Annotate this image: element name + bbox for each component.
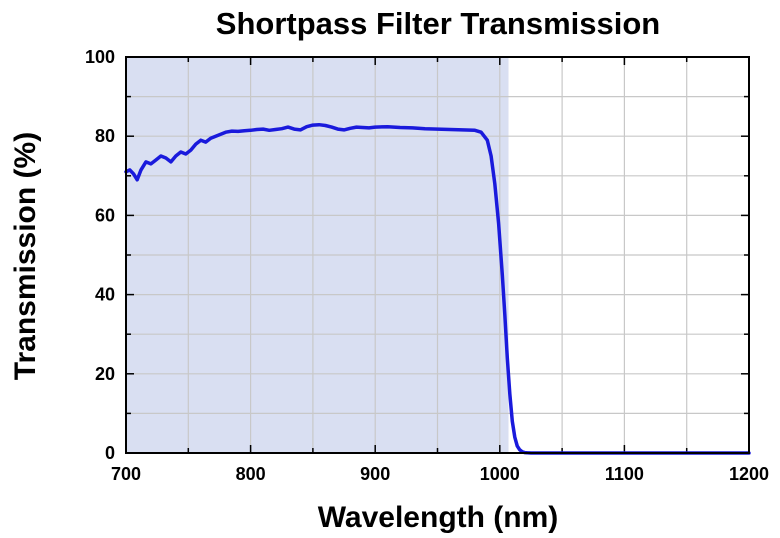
x-tick-label: 900	[360, 464, 390, 484]
y-tick-label: 40	[95, 285, 115, 305]
x-tick-label: 1100	[605, 464, 644, 484]
series-line-0	[124, 122, 751, 455]
x-tick-label: 800	[236, 464, 266, 484]
plot-area: 700 800 900 1000 1100 1200 0 20 40 60 80 100	[85, 47, 769, 484]
x-tick-label: 1200	[729, 464, 769, 484]
x-tick-label: 1000	[480, 464, 520, 484]
y-tick-label: 100	[85, 47, 115, 67]
plot-frame	[125, 56, 750, 454]
y-tick-label: 60	[95, 205, 115, 225]
x-axis-label: Wavelength (nm)	[318, 501, 559, 534]
x-tick-label: 700	[111, 464, 141, 484]
y-tick-label: 20	[95, 364, 115, 384]
y-tick-label: 0	[105, 443, 115, 463]
y-axis-label: Transmission (%)	[9, 132, 42, 380]
chart-title: Shortpass Filter Transmission	[216, 6, 660, 41]
y-tick-label: 80	[95, 126, 115, 146]
